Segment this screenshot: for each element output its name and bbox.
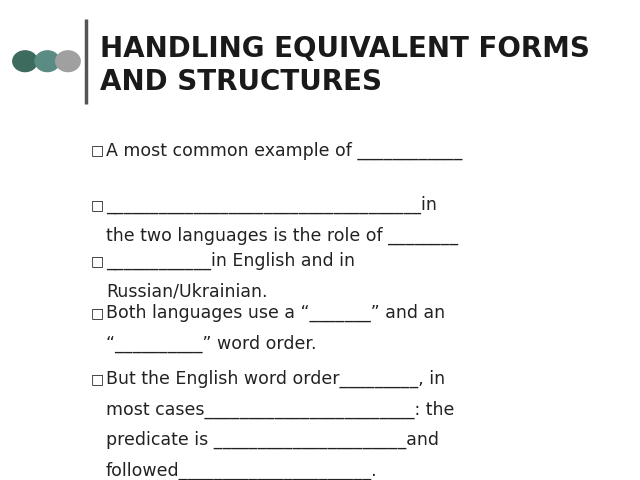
Text: A most common example of ____________: A most common example of ____________ [106, 142, 462, 160]
Text: □: □ [91, 306, 104, 320]
Text: most cases________________________: the: most cases________________________: the [106, 400, 454, 419]
Text: predicate is ______________________and: predicate is ______________________and [106, 431, 439, 449]
Text: HANDLING EQUIVALENT FORMS: HANDLING EQUIVALENT FORMS [100, 36, 590, 63]
Text: □: □ [91, 144, 104, 157]
Text: the two languages is the role of ________: the two languages is the role of _______… [106, 226, 458, 245]
Text: □: □ [91, 254, 104, 268]
Text: □: □ [91, 198, 104, 212]
Text: But the English word order_________, in: But the English word order_________, in [106, 370, 445, 388]
Text: ____________________________________in: ____________________________________in [106, 196, 436, 214]
Text: Both languages use a “_______” and an: Both languages use a “_______” and an [106, 304, 445, 322]
Circle shape [13, 51, 37, 72]
Circle shape [56, 51, 80, 72]
Text: followed______________________.: followed______________________. [106, 462, 378, 480]
Text: Russian/Ukrainian.: Russian/Ukrainian. [106, 283, 268, 301]
Text: AND STRUCTURES: AND STRUCTURES [100, 69, 382, 96]
Circle shape [35, 51, 60, 72]
Text: □: □ [91, 372, 104, 386]
Text: “__________” word order.: “__________” word order. [106, 335, 316, 353]
Text: ____________in English and in: ____________in English and in [106, 252, 355, 270]
